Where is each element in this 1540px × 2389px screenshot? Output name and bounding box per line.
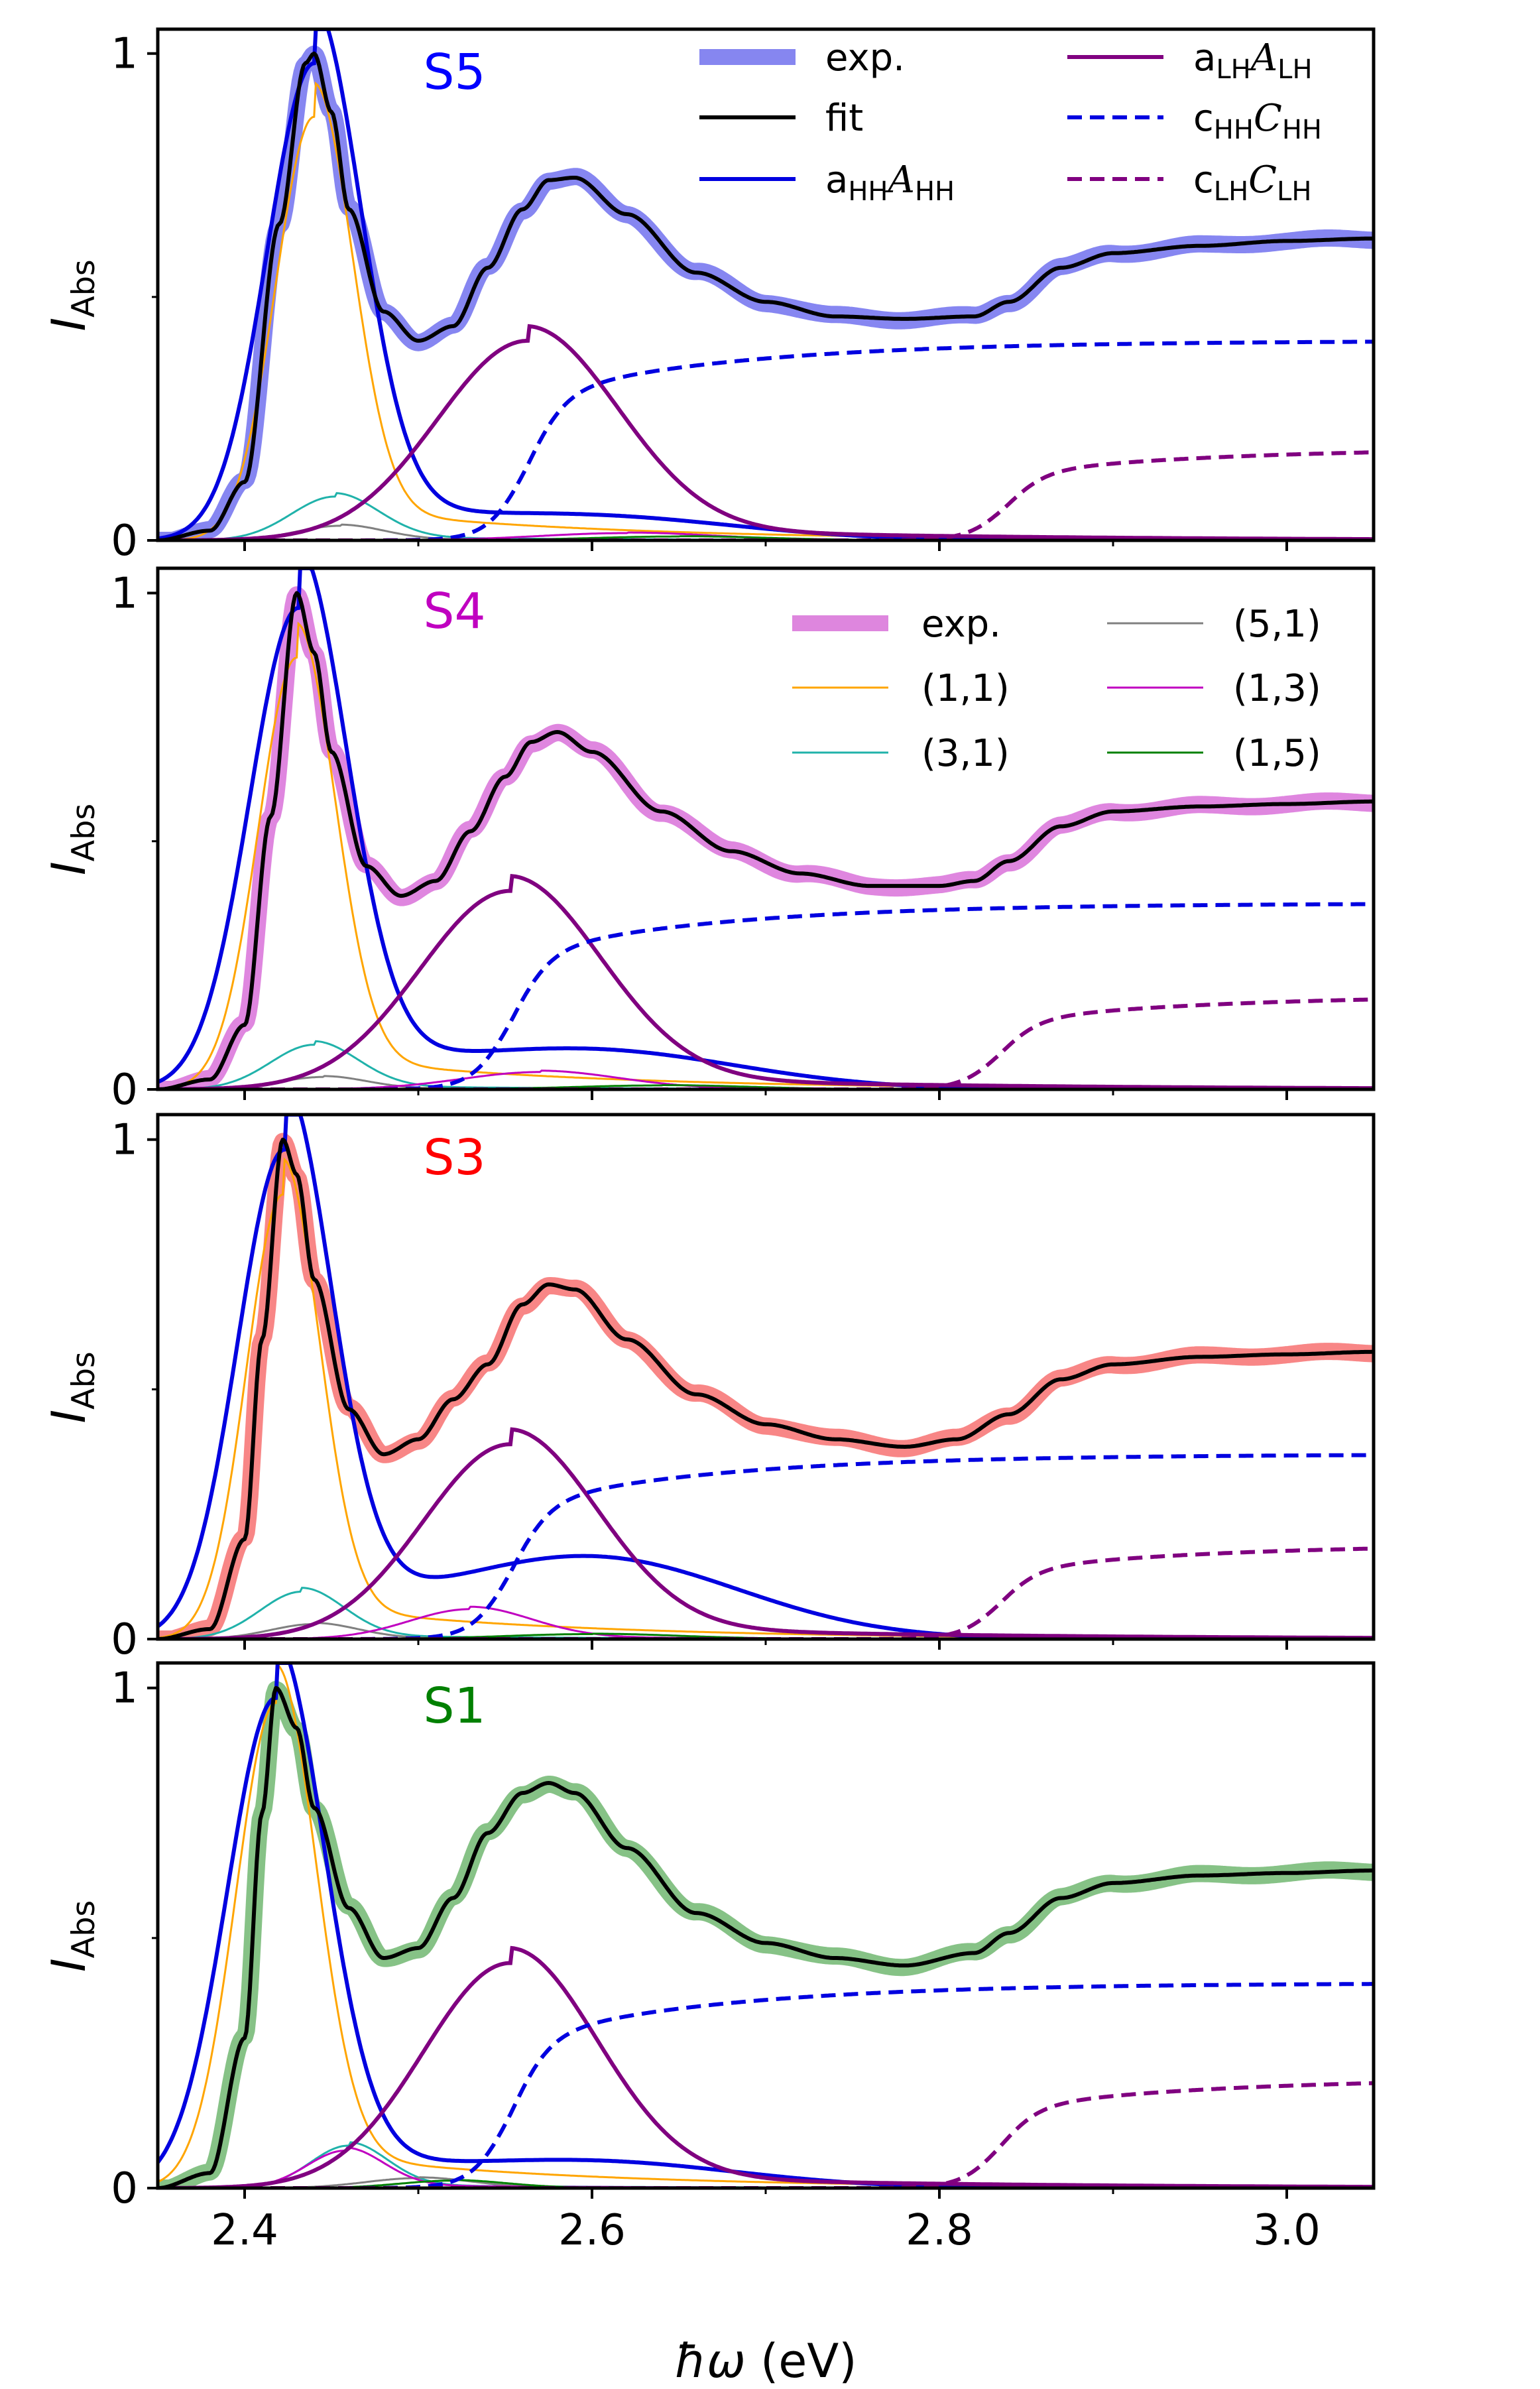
fit-series xyxy=(158,1685,1374,2188)
x-axis-title: ħω (eV) xyxy=(674,2334,857,2388)
aLH-series xyxy=(158,873,1374,1089)
panel-label: S1 xyxy=(424,1678,486,1735)
legend-label-script: C xyxy=(1248,158,1277,202)
legend-label-aHH: aHHAHHaHHAHH xyxy=(825,158,955,207)
plot-area xyxy=(158,1115,1374,1639)
plot-area xyxy=(158,29,1374,540)
y-title-sub: Abs xyxy=(66,1900,102,1959)
legend-label-p31: (3,1) xyxy=(921,732,1010,775)
legend-label-base: a xyxy=(1193,36,1216,80)
fit-series xyxy=(158,591,1374,1089)
aLH-series xyxy=(158,324,1374,540)
exp-series xyxy=(158,45,1374,540)
x-tick-label: 2.6 xyxy=(558,2206,626,2255)
panel-frame xyxy=(156,1661,1376,2190)
y-title-sub: Abs xyxy=(66,1351,102,1410)
legend-label-sub2: HH xyxy=(915,176,955,207)
legend-label-sub: LH xyxy=(1214,176,1248,207)
y-title-main: I xyxy=(42,318,96,332)
legend-label-sub2: LH xyxy=(1277,54,1312,85)
cHH-series xyxy=(158,902,1374,1089)
y-title-sub: Abs xyxy=(66,804,102,862)
y-tick-label: 0 xyxy=(111,1066,138,1115)
x-title-symbol: ħω xyxy=(674,2334,745,2388)
aLH-series xyxy=(158,1945,1374,2188)
legend-label-fit: fit xyxy=(825,97,863,140)
panel-label: S4 xyxy=(424,583,486,640)
legend-label-aLH: aLHALHaLHALH xyxy=(1193,36,1313,85)
panel-label: S3 xyxy=(424,1129,486,1186)
legend-label-script: A xyxy=(884,158,914,202)
aHH-series xyxy=(158,568,1374,1089)
x-tick-label: 2.8 xyxy=(906,2206,973,2255)
legend-label-sub2: LH xyxy=(1277,176,1311,207)
panel-frame xyxy=(156,27,1376,542)
y-axis-title: IAbs xyxy=(42,1351,102,1423)
legend-label-sub: HH xyxy=(848,176,888,207)
legend-label-sub: HH xyxy=(1214,115,1254,145)
transition-p31-series xyxy=(158,1587,1374,1639)
aHH-series xyxy=(158,1663,1374,2188)
legend-label-script: A xyxy=(1248,36,1277,80)
panel-S5: 01IAbsS5exp.fitaHHAHHaHHAHHaLHALHaLHALHc… xyxy=(42,27,1376,566)
transition-p11-series xyxy=(158,1663,1374,2188)
legend-label-base: c xyxy=(1193,97,1214,140)
legend-label-cLH: cLHCLHcLHCLH xyxy=(1193,158,1311,207)
y-tick-label: 1 xyxy=(111,1116,138,1165)
transition-p31-series xyxy=(158,1040,1374,1089)
panel-label: S5 xyxy=(424,44,486,101)
axis-titles: ħω (eV) xyxy=(674,2334,857,2388)
y-title-main: I xyxy=(42,1410,96,1424)
y-title-sub: Abs xyxy=(66,259,102,318)
legend-label-sub2: HH xyxy=(1282,115,1322,145)
legend-label-p11: (1,1) xyxy=(921,667,1010,710)
y-tick-label: 1 xyxy=(111,569,138,618)
cLH-series xyxy=(158,2081,1374,2188)
plot-area xyxy=(158,1663,1374,2188)
y-tick-label: 0 xyxy=(111,2164,138,2213)
y-tick-label: 0 xyxy=(111,517,138,566)
x-title-unit: (eV) xyxy=(746,2334,857,2388)
aHH-series xyxy=(158,29,1374,540)
aLH-series xyxy=(158,1427,1374,1639)
y-axis-title: IAbs xyxy=(42,1900,102,1972)
exp-series xyxy=(158,586,1374,1089)
legend-label-cHH: cHHCHHcHHCHH xyxy=(1193,97,1322,145)
legend-label-exp: exp. xyxy=(825,36,905,80)
legend-label-base: c xyxy=(1193,158,1214,202)
y-title-main: I xyxy=(42,1958,96,1972)
x-tick-label: 2.4 xyxy=(211,2206,278,2255)
legend-label-base: a xyxy=(825,158,848,202)
legend-label-p15: (1,5) xyxy=(1233,732,1321,775)
fit-series xyxy=(158,1137,1374,1639)
panel-S3: 0 1 IAbs S3 xyxy=(42,1113,1376,1664)
legend-label-script: C xyxy=(1254,97,1282,140)
plot-area xyxy=(158,568,1374,1089)
y-axis-title: IAbs xyxy=(42,259,102,331)
y-axis-title: IAbs xyxy=(42,804,102,875)
cHH-series xyxy=(158,1982,1374,2188)
legend-label-sub: LH xyxy=(1216,54,1250,85)
legend-label-p13: (1,3) xyxy=(1233,667,1321,710)
y-tick-label: 0 xyxy=(111,1615,138,1664)
panels-layer: 01IAbsS5exp.fitaHHAHHaHHAHHaLHALHaLHALHc… xyxy=(42,27,1376,2255)
y-tick-label: 1 xyxy=(111,1664,138,1713)
fit-series xyxy=(158,51,1374,540)
y-title-main: I xyxy=(42,861,96,875)
cHH-series xyxy=(158,339,1374,540)
y-tick-label: 1 xyxy=(111,30,138,79)
legend-label-p51: (5,1) xyxy=(1233,603,1321,646)
panel-S4: 0 1 IAbs S4 exp. (1,1) (3,1) (5,1) (1,3) (1,5) xyxy=(42,566,1376,1115)
x-tick-label: 3.0 xyxy=(1253,2206,1321,2255)
legend-label-exp: exp. xyxy=(921,603,1001,646)
panel-S1: 0 1 2.4 2.6 2.8 3.0 IAbs S1 xyxy=(42,1661,1376,2255)
cLH-series xyxy=(158,997,1374,1089)
